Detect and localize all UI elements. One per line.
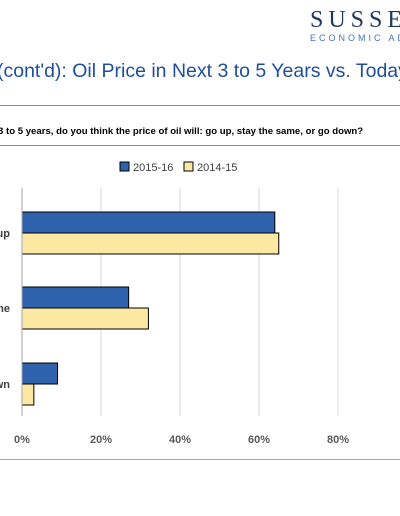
bar [21,383,35,406]
category-label: Stay the same [0,303,10,315]
slide-title: (cont'd): Oil Price in Next 3 to 5 Years… [0,60,400,82]
x-tick-label: 60% [248,434,270,446]
legend-swatch [119,161,130,172]
bar [21,211,276,234]
x-tick-label: 0% [14,434,30,446]
bar [21,307,149,330]
bar [21,286,130,309]
legend-label: 2015-16 [133,162,173,174]
category-label: Go down [0,379,10,391]
bar [21,362,59,385]
bar-chart: 0%20%40%60%80%100%Go upStay the sameGo d… [0,161,349,446]
category-label: Go up [0,228,10,240]
x-tick-label: 40% [169,434,191,446]
bar [21,232,280,255]
legend-swatch [183,161,194,172]
logo-wordmark: SUSSEX [310,8,400,33]
logo-tagline: ECONOMIC ADVISORS [310,33,400,43]
chart-panel [0,146,400,460]
brand-logo: SUSSEX ECONOMIC ADVISORS [310,8,400,43]
question-divider [0,145,400,146]
legend-label: 2014-15 [197,162,237,174]
title-divider [0,105,400,106]
survey-question: 3 to 5 years, do you think the price of … [0,126,364,137]
x-tick-label: 80% [327,434,349,446]
x-tick-label: 20% [90,434,112,446]
